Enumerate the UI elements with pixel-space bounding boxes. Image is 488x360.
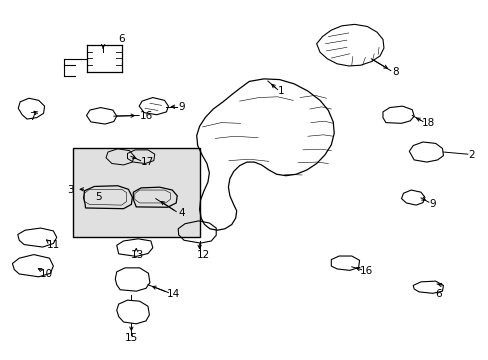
Text: 6: 6 (434, 289, 441, 299)
Text: 14: 14 (166, 289, 180, 299)
Text: 10: 10 (40, 269, 53, 279)
FancyBboxPatch shape (73, 148, 199, 237)
Text: 5: 5 (95, 192, 102, 202)
Text: 12: 12 (197, 250, 210, 260)
Text: 16: 16 (139, 111, 152, 121)
Text: 2: 2 (468, 150, 474, 160)
Text: 6: 6 (118, 35, 124, 44)
Text: 15: 15 (124, 333, 138, 343)
Text: 9: 9 (179, 102, 185, 112)
Text: 8: 8 (391, 67, 398, 77)
Text: 18: 18 (421, 118, 434, 128)
Text: 1: 1 (278, 86, 285, 96)
Text: 3: 3 (67, 185, 74, 195)
Text: 17: 17 (140, 157, 153, 167)
Text: 9: 9 (428, 199, 435, 209)
Text: 7: 7 (29, 112, 36, 122)
Text: 11: 11 (47, 239, 60, 249)
Text: 16: 16 (359, 266, 372, 276)
Text: 4: 4 (179, 208, 185, 218)
Text: 13: 13 (130, 250, 143, 260)
